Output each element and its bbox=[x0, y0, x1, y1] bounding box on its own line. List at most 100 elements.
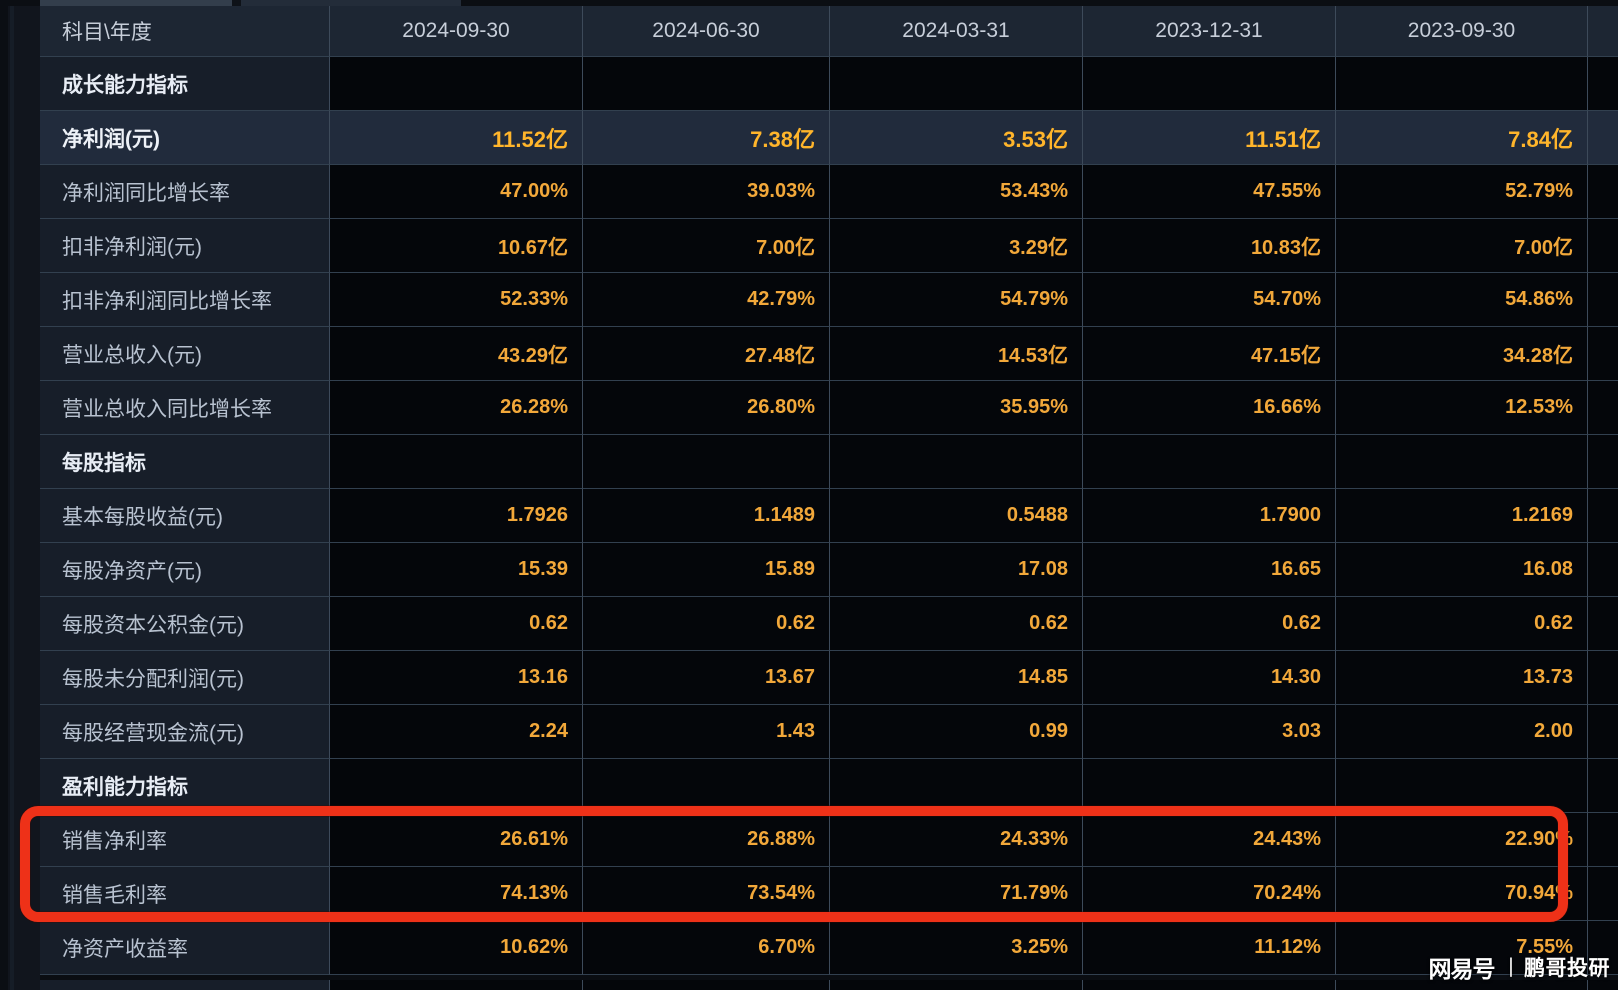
row-value: 10.62% bbox=[330, 921, 583, 975]
row-value bbox=[1336, 57, 1588, 111]
header-date: 2024-03-31 bbox=[830, 6, 1083, 57]
watermark-separator: 丨 bbox=[1500, 957, 1522, 980]
row-value: 2.00 bbox=[1336, 705, 1588, 759]
row-value: 0.62 bbox=[830, 597, 1083, 651]
row-value bbox=[583, 759, 830, 813]
row-label: 营业总收入(元) bbox=[40, 327, 330, 381]
table-row-data: 每股净资产(元) 15.39 15.89 17.08 16.65 16.08 bbox=[40, 543, 1618, 597]
clipped-row-strip bbox=[0, 0, 1618, 6]
row-value: 11.52亿 bbox=[330, 111, 583, 165]
row-value: 42.79% bbox=[583, 273, 830, 327]
row-value: 15.89 bbox=[583, 543, 830, 597]
row-value bbox=[830, 435, 1083, 489]
row-value: 47.00% bbox=[330, 165, 583, 219]
row-value: 0.62 bbox=[1336, 597, 1588, 651]
row-partial-cell bbox=[1588, 111, 1618, 165]
table-row-data: 扣非净利润同比增长率 52.33% 42.79% 54.79% 54.70% 54.86% bbox=[40, 273, 1618, 327]
clipped-row-strip-segment bbox=[232, 0, 241, 6]
row-label: 成长能力指标 bbox=[40, 57, 330, 111]
table-row-data: 每股经营现金流(元) 2.24 1.43 0.99 3.03 2.00 bbox=[40, 705, 1618, 759]
row-value: 15.39 bbox=[330, 543, 583, 597]
row-partial-cell bbox=[1588, 219, 1618, 273]
row-value: 22.90% bbox=[1336, 813, 1588, 867]
header-partial-cell bbox=[1588, 6, 1618, 57]
row-value bbox=[330, 435, 583, 489]
header-date: 2023-12-31 bbox=[1083, 6, 1336, 57]
partial-cell bbox=[1588, 980, 1618, 990]
row-value: 6.70% bbox=[583, 921, 830, 975]
partial-label bbox=[40, 980, 330, 990]
row-value bbox=[830, 57, 1083, 111]
row-value: 26.88% bbox=[583, 813, 830, 867]
clipped-row-strip-segment bbox=[241, 0, 461, 6]
row-value: 52.33% bbox=[330, 273, 583, 327]
row-value: 43.29亿 bbox=[330, 327, 583, 381]
row-value: 24.33% bbox=[830, 813, 1083, 867]
row-label: 基本每股收益(元) bbox=[40, 489, 330, 543]
page-left-edge bbox=[0, 0, 8, 990]
row-value: 54.70% bbox=[1083, 273, 1336, 327]
row-value: 1.7900 bbox=[1083, 489, 1336, 543]
table-row-section: 盈利能力指标 bbox=[40, 759, 1618, 813]
page-left-groove bbox=[10, 0, 14, 990]
row-value: 0.62 bbox=[1083, 597, 1336, 651]
header-date: 2024-06-30 bbox=[583, 6, 830, 57]
row-value: 73.54% bbox=[583, 867, 830, 921]
table-header-row: 科目\年度 2024-09-30 2024-06-30 2024-03-31 2023-… bbox=[40, 6, 1618, 57]
table-row-partial bbox=[40, 980, 1618, 990]
row-value: 47.15亿 bbox=[1083, 327, 1336, 381]
row-partial-cell bbox=[1588, 759, 1618, 813]
row-partial-cell bbox=[1588, 867, 1618, 921]
partial-value bbox=[583, 980, 830, 990]
row-value bbox=[330, 57, 583, 111]
table-row-data: 销售毛利率 74.13% 73.54% 71.79% 70.24% 70.94% bbox=[40, 867, 1618, 921]
row-value: 1.43 bbox=[583, 705, 830, 759]
row-value: 26.80% bbox=[583, 381, 830, 435]
table-row-section: 成长能力指标 bbox=[40, 57, 1618, 111]
row-partial-cell bbox=[1588, 813, 1618, 867]
row-value: 54.86% bbox=[1336, 273, 1588, 327]
table-row-section: 每股指标 bbox=[40, 435, 1618, 489]
table-row-data: 营业总收入(元) 43.29亿 27.48亿 14.53亿 47.15亿 34.28亿 bbox=[40, 327, 1618, 381]
row-value: 27.48亿 bbox=[583, 327, 830, 381]
financial-indicators-table: 科目\年度 2024-09-30 2024-06-30 2024-03-31 2023-… bbox=[40, 6, 1618, 990]
row-value: 17.08 bbox=[830, 543, 1083, 597]
row-value: 47.55% bbox=[1083, 165, 1336, 219]
row-partial-cell bbox=[1588, 327, 1618, 381]
row-value: 13.73 bbox=[1336, 651, 1588, 705]
row-label: 每股指标 bbox=[40, 435, 330, 489]
row-value bbox=[1083, 57, 1336, 111]
row-partial-cell bbox=[1588, 651, 1618, 705]
row-value: 2.24 bbox=[330, 705, 583, 759]
row-partial-cell bbox=[1588, 921, 1618, 975]
row-value: 53.43% bbox=[830, 165, 1083, 219]
table-row-data: 营业总收入同比增长率 26.28% 26.80% 35.95% 16.66% 12.53% bbox=[40, 381, 1618, 435]
row-label: 营业总收入同比增长率 bbox=[40, 381, 330, 435]
table-row-data: 每股资本公积金(元) 0.62 0.62 0.62 0.62 0.62 bbox=[40, 597, 1618, 651]
table-row-data: 净资产收益率 10.62% 6.70% 3.25% 11.12% 7.55% bbox=[40, 921, 1618, 975]
row-value bbox=[583, 57, 830, 111]
row-value: 0.5488 bbox=[830, 489, 1083, 543]
row-value: 13.67 bbox=[583, 651, 830, 705]
partial-value bbox=[830, 980, 1083, 990]
row-value: 7.00亿 bbox=[583, 219, 830, 273]
row-value: 74.13% bbox=[330, 867, 583, 921]
row-value: 1.7926 bbox=[330, 489, 583, 543]
row-value bbox=[1083, 435, 1336, 489]
row-value bbox=[1336, 435, 1588, 489]
row-label: 净资产收益率 bbox=[40, 921, 330, 975]
watermark-brand: 网易号 bbox=[1428, 956, 1496, 982]
row-value: 11.51亿 bbox=[1083, 111, 1336, 165]
row-partial-cell bbox=[1588, 57, 1618, 111]
row-value: 7.55% bbox=[1336, 921, 1588, 975]
row-value: 26.61% bbox=[330, 813, 583, 867]
row-value: 54.79% bbox=[830, 273, 1083, 327]
row-label: 每股资本公积金(元) bbox=[40, 597, 330, 651]
row-label: 净利润同比增长率 bbox=[40, 165, 330, 219]
row-value: 35.95% bbox=[830, 381, 1083, 435]
row-value bbox=[583, 435, 830, 489]
row-partial-cell bbox=[1588, 489, 1618, 543]
partial-value bbox=[1083, 980, 1336, 990]
row-value bbox=[1083, 759, 1336, 813]
row-value: 12.53% bbox=[1336, 381, 1588, 435]
